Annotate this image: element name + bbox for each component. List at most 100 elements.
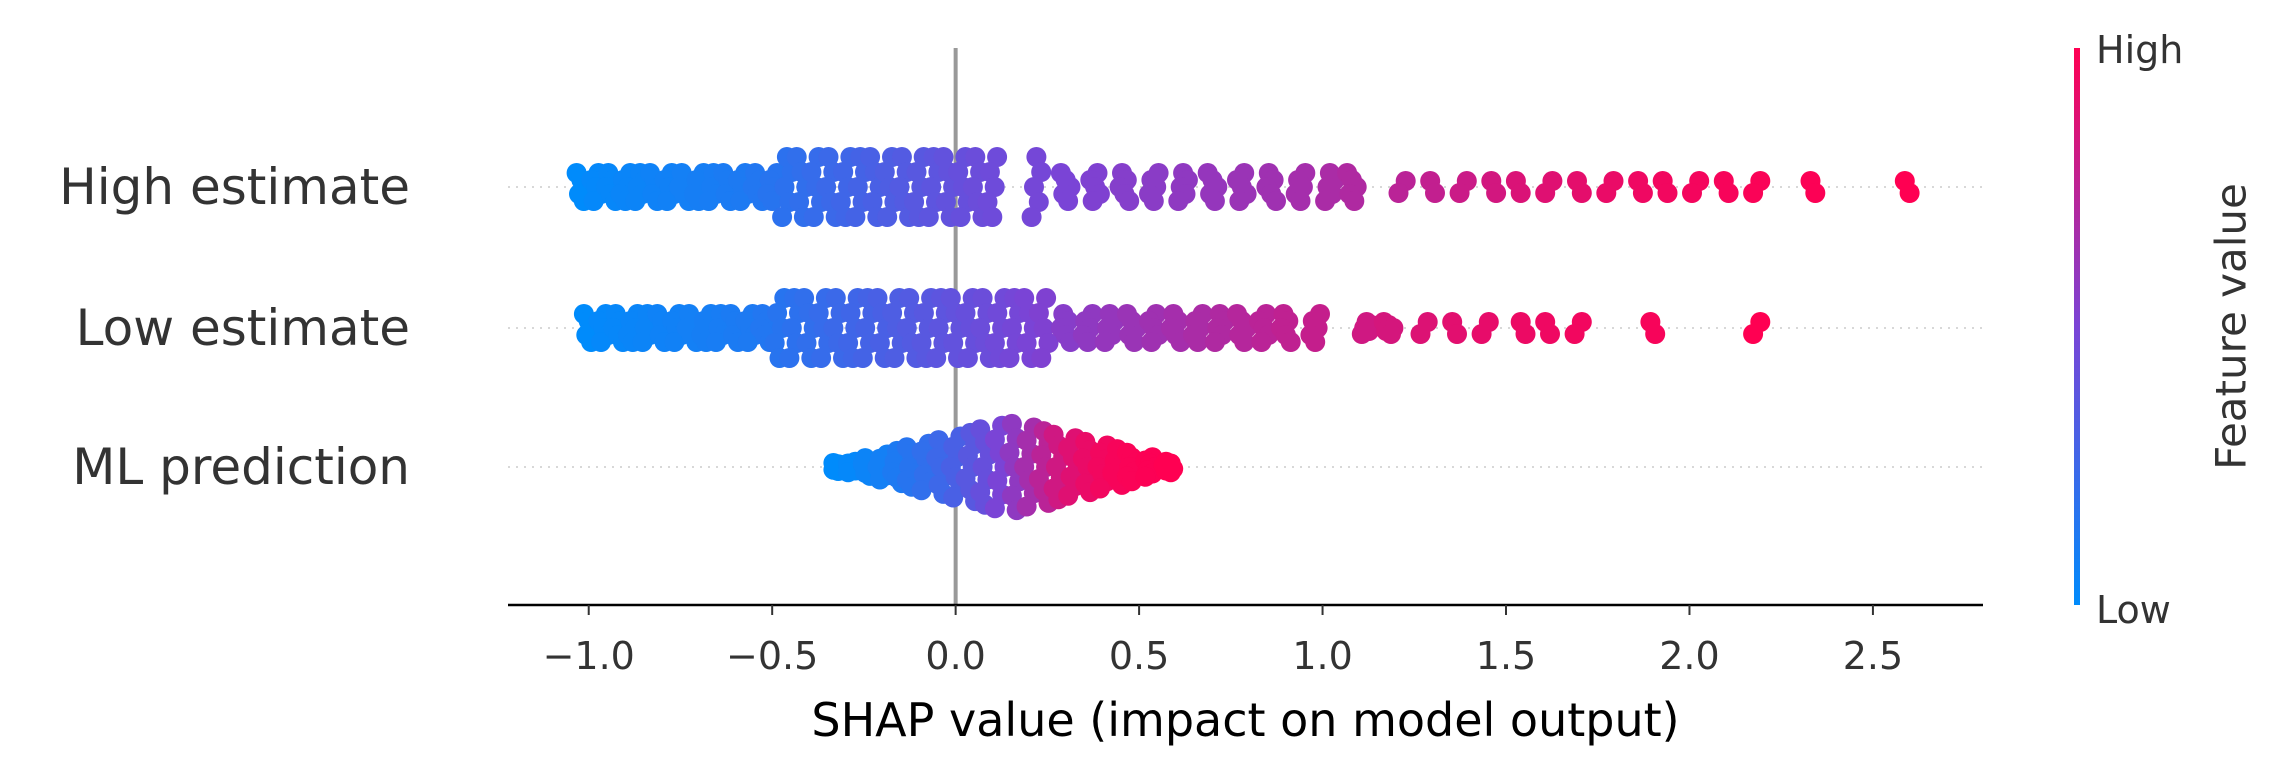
data-point [972,288,993,308]
x-tick-label: 0.0 [925,634,985,678]
data-point [1090,478,1110,499]
data-point [1205,332,1225,352]
data-point [1028,192,1049,212]
data-point [877,207,898,227]
colorbar-low-label: Low [2096,588,2171,632]
data-point [1743,324,1764,344]
x-tick-label: 0.5 [1109,634,1169,678]
data-point [1141,332,1162,352]
data-point [860,147,881,167]
data-point [1486,183,1507,203]
data-point [816,177,837,197]
data-point [862,192,883,212]
x-tick-label: 2.0 [1659,634,1719,678]
data-point [984,498,1005,519]
data-point [882,303,903,323]
data-point [781,318,802,338]
data-point [940,288,961,308]
data-point [977,192,998,212]
data-point [847,177,868,197]
data-point [1251,332,1272,352]
data-point [1038,333,1059,353]
data-point [1290,191,1311,211]
data-point [874,162,895,182]
data-point [1280,332,1301,352]
data-point [982,207,1003,227]
data-point [767,303,788,323]
x-axis-ticks: −1.0 −0.5 0.0 0.5 1.0 1.5 2.0 2.5 [543,605,1903,678]
data-point [1571,183,1592,203]
data-point [867,288,888,308]
data-point [1028,303,1049,323]
data-point [1124,332,1145,352]
data-point [796,333,817,353]
data-point [1351,324,1372,344]
data-point [1510,183,1531,203]
data-point [950,207,971,227]
data-point [987,303,1008,323]
data-point [838,333,859,353]
beeswarm-points [566,147,1920,521]
data-point [904,192,925,212]
data-point [1119,191,1140,211]
data-point [1031,348,1052,368]
data-point [921,177,942,197]
data-point [911,333,932,353]
data-point [1143,191,1164,211]
feature-label: High estimate [59,158,410,216]
data-point [1168,191,1189,211]
data-point [808,303,829,323]
data-point [918,207,939,227]
data-point [1036,288,1057,308]
data-point [1315,191,1336,211]
data-point [1094,332,1115,352]
data-point [1743,183,1764,203]
data-point [811,348,832,368]
data-point [1632,183,1653,203]
data-point [1234,332,1255,352]
data-point [955,303,976,323]
data-point [1077,332,1098,352]
data-point [1187,332,1208,352]
data-point [1024,177,1044,197]
data-point [1471,324,1492,344]
data-point [1058,191,1079,211]
data-point [884,348,905,368]
x-tick-label: 2.5 [1843,634,1903,678]
data-point [1204,191,1225,211]
data-point [698,191,719,211]
data-point [1682,183,1702,203]
data-point [1540,324,1560,344]
data-point [845,207,866,227]
data-point [730,191,751,211]
data-point [911,480,932,501]
data-point [943,487,964,508]
data-point [965,147,986,167]
data-point [1657,183,1678,203]
data-point [1001,318,1022,338]
data-point [999,348,1020,368]
data-point [1135,466,1156,487]
data-point [840,303,861,323]
data-point [1026,147,1047,167]
data-point [869,333,890,353]
data-point [786,147,807,167]
data-point [979,162,1000,182]
data-point [1564,324,1585,344]
data-point [833,162,854,182]
feature-label: Low estimate [76,299,410,357]
data-point [1305,332,1326,352]
data-point [762,191,783,211]
data-point [794,288,815,308]
data-point [984,333,1005,353]
data-point [1031,162,1052,182]
data-point [823,318,844,338]
x-tick-label: 1.0 [1292,634,1352,678]
data-point [948,162,969,182]
x-tick-label: −1.0 [543,634,635,678]
colorbar-high-label: High [2096,28,2183,72]
data-point [1058,485,1079,506]
data-point [926,348,947,368]
data-point [1082,191,1103,211]
